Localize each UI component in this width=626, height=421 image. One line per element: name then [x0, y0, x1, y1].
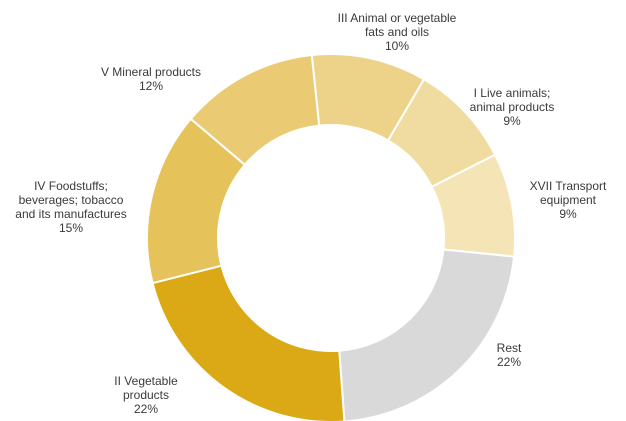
slice-category-label: II Vegetable: [114, 374, 178, 388]
slice-label: II Vegetable products 22%: [114, 374, 178, 416]
slice-category-label: V Mineral products: [101, 65, 201, 79]
slice-labels: III Animal or vegetable fats and oils 10%I…: [15, 11, 607, 416]
slice-label: III Animal or vegetable fats and oils 10%: [338, 11, 457, 53]
slice-category-label: XVII Transport: [530, 179, 607, 193]
slice-category-label: IV Foodstuffs;: [34, 179, 108, 193]
slice-value-label: 9%: [559, 207, 577, 221]
donut-slices: [146, 53, 516, 421]
slice-category-label: animal products: [470, 100, 555, 114]
slice-value-label: 12%: [139, 79, 163, 93]
donut-slice: [338, 248, 516, 421]
slice-category-label: beverages; tobacco: [19, 193, 124, 207]
slice-category-label: equipment: [540, 193, 597, 207]
slice-category-label: and its manufactures: [15, 207, 126, 221]
slice-category-label: fats and oils: [365, 25, 429, 39]
slice-label: Rest 22%: [497, 341, 522, 369]
slice-value-label: 22%: [134, 402, 158, 416]
donut-slice: [151, 264, 346, 421]
slice-label: IV Foodstuffs; beverages; tobacco and its …: [15, 179, 126, 235]
slice-value-label: 15%: [59, 221, 83, 235]
slice-label: V Mineral products 12%: [101, 65, 201, 93]
slice-value-label: 9%: [503, 114, 521, 128]
slice-category-label: III Animal or vegetable: [338, 11, 457, 25]
donut-slice: [189, 53, 321, 167]
slice-category-label: products: [123, 388, 169, 402]
slice-label: I Live animals; animal products 9%: [470, 86, 555, 128]
slice-value-label: 10%: [385, 39, 409, 53]
slice-label: XVII Transport equipment 9%: [530, 179, 607, 221]
slice-value-label: 22%: [497, 355, 521, 369]
slice-category-label: I Live animals;: [474, 86, 551, 100]
slice-category-label: Rest: [497, 341, 522, 355]
